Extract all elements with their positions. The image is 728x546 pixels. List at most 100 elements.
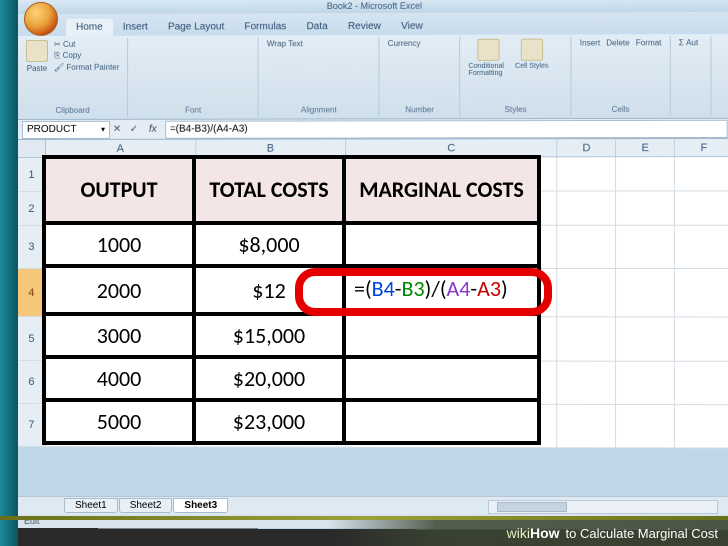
cancel-formula-icon[interactable]: ✕	[110, 124, 124, 135]
cells-group-label: Cells	[580, 105, 662, 114]
cell-c3[interactable]	[344, 223, 539, 266]
formula-op: /	[431, 275, 440, 302]
tab-review[interactable]: Review	[338, 18, 391, 35]
cell[interactable]	[675, 191, 728, 224]
formula-ref-a3: A3	[477, 275, 501, 302]
cell[interactable]	[675, 226, 728, 268]
cell[interactable]	[558, 191, 617, 224]
formula-paren: (	[365, 275, 372, 302]
formula-eq: =	[354, 275, 365, 302]
cell[interactable]	[558, 317, 617, 360]
cut-button[interactable]: ✂ Cut	[54, 40, 119, 49]
sheet-tab-1[interactable]: Sheet1	[64, 498, 118, 513]
watermark-wiki: wiki	[507, 525, 530, 541]
scrollbar-thumb[interactable]	[497, 502, 567, 512]
sheet-tab-3[interactable]: Sheet3	[173, 498, 228, 513]
tab-page-layout[interactable]: Page Layout	[158, 18, 234, 35]
accept-formula-icon[interactable]: ✓	[127, 124, 141, 135]
name-box-dropdown-icon[interactable]: ▾	[101, 125, 105, 134]
col-header-c[interactable]: C	[346, 139, 558, 156]
name-box-value: PRODUCT	[27, 124, 76, 135]
tab-home[interactable]: Home	[66, 19, 113, 36]
group-styles: Conditional Formatting Cell Styles Style…	[460, 37, 571, 117]
cell[interactable]	[616, 405, 675, 447]
cell-styles-icon	[521, 39, 543, 61]
cell-styles-label: Cell Styles	[515, 63, 548, 70]
cell[interactable]	[616, 157, 675, 190]
font-group-label: Font	[136, 106, 249, 115]
tab-formulas[interactable]: Formulas	[234, 18, 296, 35]
wrap-text-button[interactable]: Wrap Text	[267, 39, 371, 48]
sheet-tab-2[interactable]: Sheet2	[119, 498, 173, 513]
cell-c5[interactable]	[344, 314, 539, 357]
copy-label: Copy	[63, 51, 82, 60]
cell-a4[interactable]: 2000	[44, 266, 194, 314]
cell-styles-button[interactable]: Cell Styles	[515, 39, 548, 77]
watermark-title: to Calculate Marginal Cost	[566, 526, 718, 541]
formula-bar[interactable]: =(B4-B3)/(A4-A3)	[165, 119, 728, 138]
office-button[interactable]	[24, 2, 58, 36]
group-alignment: Wrap Text Alignment	[259, 37, 380, 117]
cell-a6[interactable]: 4000	[44, 357, 194, 400]
format-painter-button[interactable]: 🖌 Format Painter	[54, 63, 119, 72]
group-cells: Insert Delete Format Cells	[572, 36, 671, 116]
insert-button[interactable]: Insert	[580, 38, 600, 47]
tab-data[interactable]: Data	[296, 18, 337, 35]
group-font: Font	[128, 37, 258, 116]
cell-b7[interactable]: $23,000	[194, 400, 344, 443]
group-clipboard: Paste ✂ Cut ⎘ Copy 🖌 Format Painter Clip…	[18, 38, 128, 117]
cell-c7[interactable]	[344, 400, 539, 443]
clipboard-group-label: Clipboard	[26, 106, 119, 115]
copy-button[interactable]: ⎘ Copy	[54, 51, 119, 61]
cut-label: Cut	[63, 40, 75, 49]
paste-icon	[26, 40, 48, 62]
cell-b5[interactable]: $15,000	[194, 314, 344, 357]
cell[interactable]	[675, 269, 728, 316]
formula-op: -	[395, 275, 402, 302]
cond-format-icon	[478, 39, 500, 61]
tab-insert[interactable]: Insert	[113, 19, 158, 36]
autosum-button[interactable]: Σ Aut	[679, 38, 702, 47]
cell[interactable]	[675, 317, 728, 360]
cond-format-label: Conditional Formatting	[469, 63, 509, 77]
cell[interactable]	[558, 269, 617, 316]
formula-ref-a4: A4	[446, 275, 470, 302]
cell[interactable]	[616, 362, 675, 404]
col-header-d[interactable]: D	[558, 139, 617, 156]
cell[interactable]	[558, 157, 617, 190]
cell-a7[interactable]: 5000	[44, 400, 194, 443]
number-format-select[interactable]: Currency	[388, 39, 452, 48]
delete-button[interactable]: Delete	[606, 38, 629, 47]
cond-format-button[interactable]: Conditional Formatting	[469, 39, 509, 77]
col-header-f[interactable]: F	[675, 139, 728, 156]
paste-button[interactable]: Paste	[26, 40, 48, 73]
cell[interactable]	[616, 226, 675, 268]
formula-ref-b3: B3	[402, 275, 425, 302]
cell[interactable]	[616, 317, 675, 360]
cell[interactable]	[558, 405, 617, 447]
header-marginal-costs: MARGINAL COSTS	[344, 157, 539, 223]
cell[interactable]	[675, 362, 728, 404]
group-editing: Σ Aut	[671, 36, 712, 116]
col-header-e[interactable]: E	[616, 139, 675, 156]
cell-b6[interactable]: $20,000	[194, 357, 344, 400]
format-button[interactable]: Format	[636, 38, 662, 47]
cell[interactable]	[675, 157, 728, 190]
ribbon: Paste ✂ Cut ⎘ Copy 🖌 Format Painter Clip…	[18, 34, 728, 120]
cell[interactable]	[558, 226, 617, 268]
cell-a5[interactable]: 3000	[44, 314, 194, 357]
cell[interactable]	[616, 269, 675, 316]
cell[interactable]	[616, 191, 675, 224]
tab-view[interactable]: View	[391, 18, 433, 35]
alignment-group-label: Alignment	[267, 105, 371, 114]
formula-ref-b4: B4	[372, 275, 395, 302]
cell-b3[interactable]: $8,000	[194, 223, 344, 266]
cell-c6[interactable]	[344, 357, 539, 400]
fx-icon[interactable]: fx	[141, 124, 165, 135]
name-box[interactable]: PRODUCT ▾	[22, 120, 110, 138]
cell[interactable]	[675, 405, 728, 447]
cell-a3[interactable]: 1000	[44, 223, 194, 266]
cell[interactable]	[558, 362, 617, 404]
ribbon-tabs: Home Insert Page Layout Formulas Data Re…	[18, 12, 728, 36]
horizontal-scrollbar[interactable]	[488, 500, 718, 514]
